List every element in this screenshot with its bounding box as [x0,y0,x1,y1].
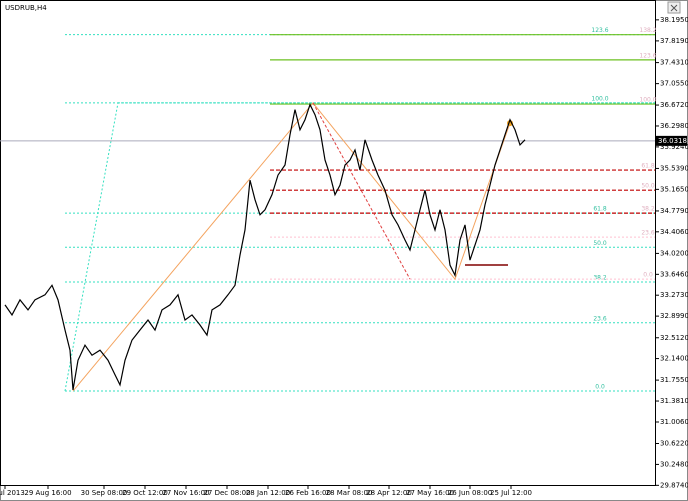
zigzag-line [72,102,511,392]
x-tick-label: 29 Aug 16:00 [24,489,71,497]
fibo-label: 61.8 [641,163,655,170]
close-button[interactable] [667,1,681,14]
x-tick-label: 28 Apr 12:00 [366,489,412,497]
y-tick-label: 34.7790 [660,207,688,215]
x-tick-label: 30 Sep 08:00 [81,489,128,497]
fibo-label: 38.2 [593,274,607,281]
y-tick-label: 29.8740 [660,481,688,489]
x-tick-label: 25 Jul 12:00 [490,489,532,497]
y-tick-label: 38.1950 [660,16,688,24]
fibo-label: 38.2 [641,206,655,213]
fibo-label: 138.2 [639,27,656,34]
y-tick-label: 30.6220 [660,439,688,447]
y-tick-label: 30.2480 [660,460,688,468]
current-price-box [656,135,687,146]
x-tick-label: 29 Oct 12:00 [122,489,168,497]
y-tick-label: 36.2980 [660,122,688,130]
y-tick-label: 36.6720 [660,101,688,109]
price-line [4,103,526,391]
y-tick-label: 35.5390 [660,164,688,172]
x-tick-label: 31 Jul 2013 [0,489,25,497]
trend-dotted [312,102,411,280]
fibo-label: 0.0 [595,384,605,391]
x-tick-label: 28 Jan 12:00 [246,489,290,497]
fibo-label: 123.6 [639,52,656,59]
x-tick-label: 28 Mar 08:00 [326,489,373,497]
fibo-label: 61.8 [593,206,607,213]
y-tick-label: 31.3810 [660,397,688,405]
x-tick-label: 27 Nov 16:00 [162,489,209,497]
y-tick-label: 35.9240 [660,143,688,151]
y-tick-label: 34.4060 [660,228,688,236]
y-tick-label: 32.8990 [660,312,688,320]
chart-title: USDRUB,H4 [5,4,47,12]
y-tick-label: 33.6460 [660,270,688,278]
fibo-label: 23.6 [641,230,655,237]
y-tick-label: 31.0060 [660,418,688,426]
plot-border [0,0,656,486]
y-tick-label: 37.0550 [660,80,688,88]
y-tick-label: 32.5120 [660,334,688,342]
fibo-trend [64,102,119,392]
x-tick-label: 26 Feb 16:00 [285,489,331,497]
fibo-label: 100.0 [639,97,656,104]
x-tick-label: 27 May 16:00 [406,489,454,497]
fibo-label: 23.6 [593,315,607,322]
fibo-label: 0.0 [643,272,653,279]
x-tick-label: 27 Dec 08:00 [203,489,250,497]
fibo-label: 50.0 [641,183,655,190]
y-tick-label: 37.8190 [660,37,688,45]
fibo-label: 100.0 [591,95,608,102]
y-tick-label: 32.1400 [660,355,688,363]
fibo-label: 50.0 [593,240,607,247]
y-tick-label: 34.0200 [660,249,688,257]
current-price-label: 36.0318 [658,137,687,145]
x-tick-label: 26 Jun 08:00 [448,489,492,497]
y-tick-label: 37.4310 [660,59,688,67]
y-tick-label: 33.2730 [660,291,688,299]
y-tick-label: 31.7550 [660,376,688,384]
fibo-label: 123.6 [591,27,608,34]
y-tick-label: 35.1650 [660,185,688,193]
